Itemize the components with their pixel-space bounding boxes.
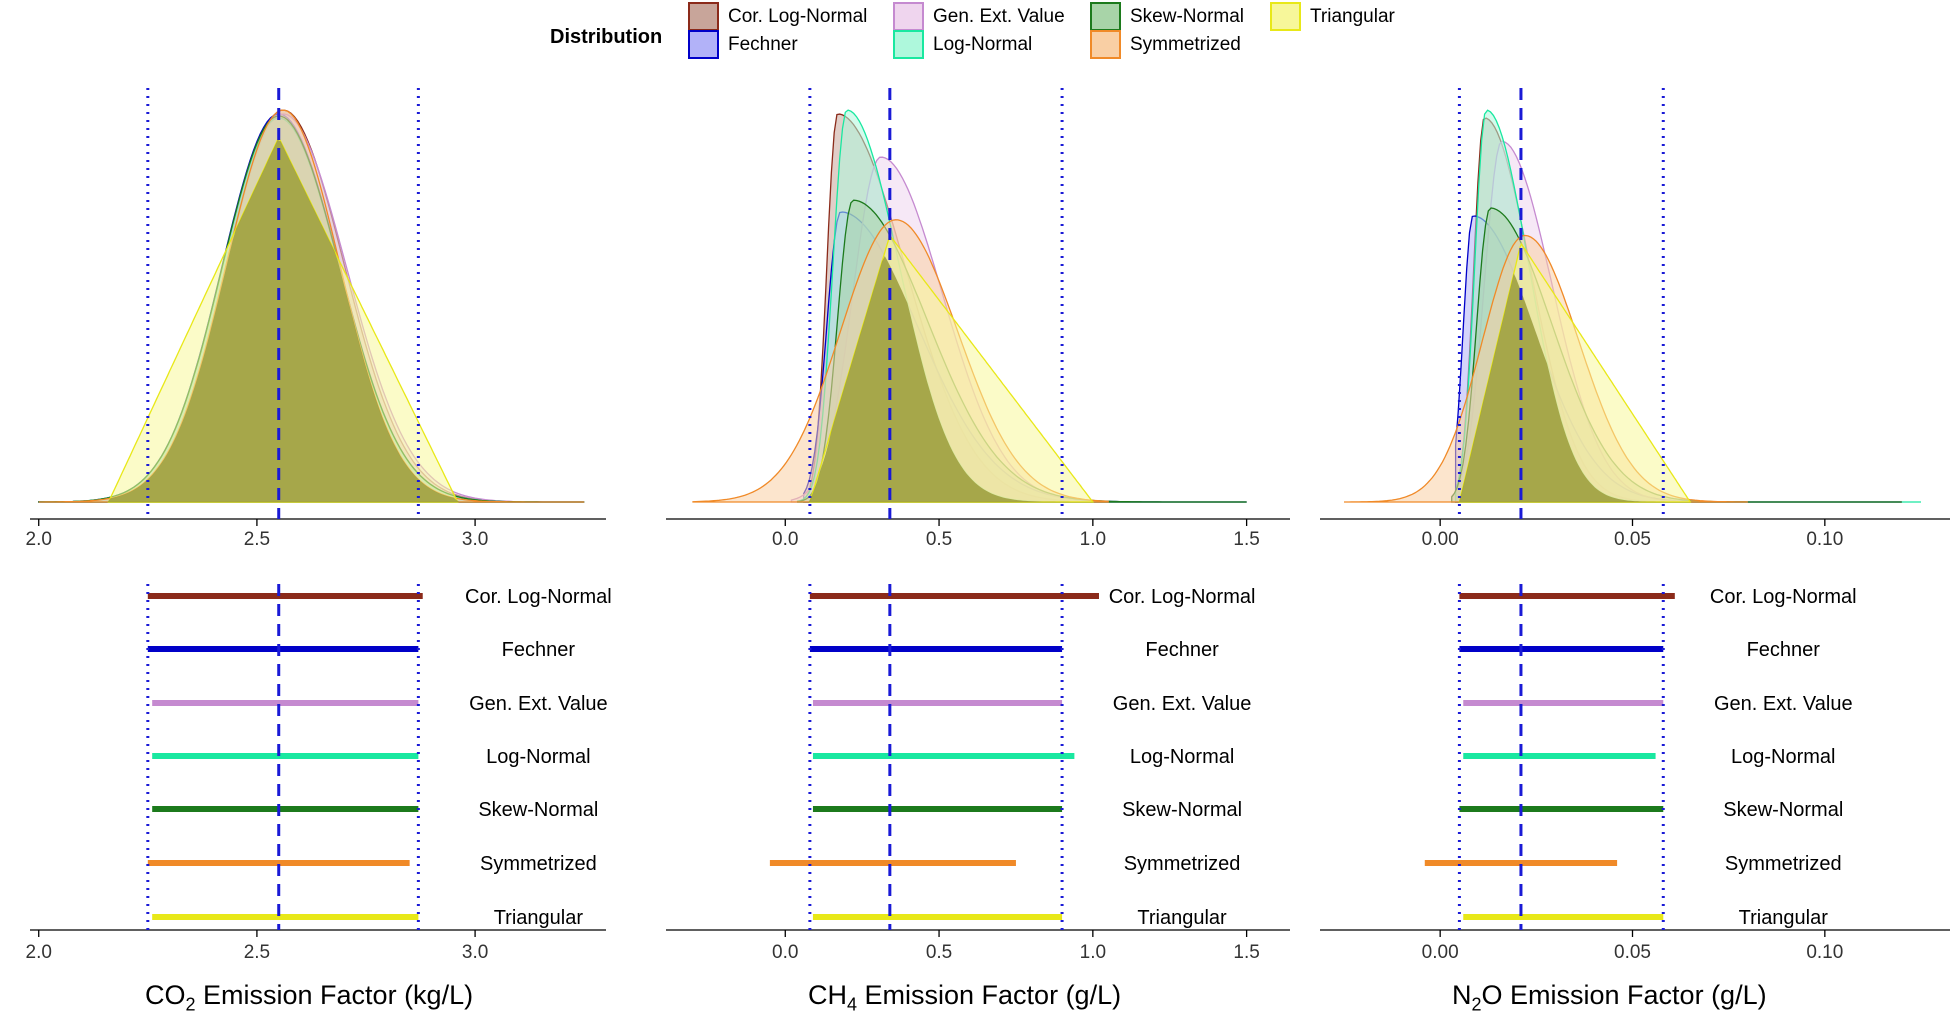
legend-label: Gen. Ext. Value bbox=[933, 5, 1065, 27]
x-axis-title-prefix: CH bbox=[808, 980, 847, 1010]
x-tick-label: 2.5 bbox=[244, 529, 270, 550]
density-overlap-area bbox=[1347, 273, 1776, 502]
x-tick-label: 1.5 bbox=[1233, 529, 1259, 550]
x-axis-title-subscript: 2 bbox=[1471, 994, 1482, 1015]
interval-label: Triangular bbox=[494, 907, 584, 929]
x-tick-label: 1.0 bbox=[1080, 942, 1106, 963]
interval-label: Log-Normal bbox=[1731, 746, 1835, 768]
legend-swatch bbox=[893, 30, 924, 59]
x-tick-label: 1.0 bbox=[1080, 529, 1106, 550]
x-tick-label: 0.5 bbox=[926, 942, 952, 963]
interval-label: Triangular bbox=[1137, 907, 1227, 929]
interval-label: Triangular bbox=[1739, 907, 1829, 929]
legend-label: Cor. Log-Normal bbox=[728, 5, 868, 27]
x-axis-title-subscript: 2 bbox=[185, 994, 196, 1015]
interval-label: Symmetrized bbox=[480, 853, 597, 875]
interval-label: Symmetrized bbox=[1124, 853, 1241, 875]
legend-label: Triangular bbox=[1310, 5, 1395, 27]
x-axis-title-co2: CO2 Emission Factor (kg/L) bbox=[145, 980, 473, 1015]
x-tick-label: 0.5 bbox=[926, 529, 952, 550]
legend-item-triangular: Triangular bbox=[1270, 0, 1395, 33]
legend-item-fechner: Fechner bbox=[688, 28, 798, 61]
interval-label: Cor. Log-Normal bbox=[1109, 586, 1256, 608]
interval-label: Log-Normal bbox=[486, 746, 590, 768]
x-tick-label: 2.5 bbox=[244, 942, 270, 963]
x-axis-title-ch4: CH4 Emission Factor (g/L) bbox=[808, 980, 1121, 1015]
x-axis-title-prefix: N bbox=[1452, 980, 1472, 1010]
x-tick-label: 0.00 bbox=[1422, 942, 1459, 963]
x-tick-label: 2.0 bbox=[26, 942, 52, 963]
interval-label: Skew-Normal bbox=[1723, 799, 1843, 821]
legend-label: Fechner bbox=[728, 33, 798, 55]
x-axis-title-n2o: N2O Emission Factor (g/L) bbox=[1452, 980, 1767, 1015]
x-axis-title-subscript: 4 bbox=[847, 994, 858, 1015]
interval-label: Cor. Log-Normal bbox=[465, 586, 612, 608]
legend-label: Skew-Normal bbox=[1130, 5, 1245, 27]
x-tick-label: 0.0 bbox=[772, 942, 798, 963]
x-tick-label: 1.5 bbox=[1233, 942, 1259, 963]
legend-label: Log-Normal bbox=[933, 33, 1033, 55]
legend-swatch bbox=[1270, 2, 1301, 31]
legend: Distribution Cor. Log-Normal Fechner Gen… bbox=[550, 0, 1450, 72]
interval-label: Gen. Ext. Value bbox=[1714, 693, 1853, 715]
x-tick-label: 0.10 bbox=[1806, 942, 1843, 963]
interval-label: Symmetrized bbox=[1725, 853, 1842, 875]
legend-item-symmetrized: Symmetrized bbox=[1090, 28, 1241, 61]
legend-label: Symmetrized bbox=[1130, 33, 1241, 55]
x-tick-label: 0.00 bbox=[1422, 529, 1459, 550]
x-tick-label: 3.0 bbox=[462, 529, 488, 550]
legend-swatch bbox=[688, 30, 719, 59]
interval-label: Fechner bbox=[1145, 639, 1219, 661]
interval-label: Fechner bbox=[502, 639, 576, 661]
x-tick-label: 2.0 bbox=[26, 529, 52, 550]
legend-swatch bbox=[1090, 30, 1121, 59]
legend-item-log-normal: Log-Normal bbox=[893, 28, 1032, 61]
x-tick-label: 0.05 bbox=[1614, 942, 1651, 963]
interval-label: Gen. Ext. Value bbox=[1113, 693, 1252, 715]
density-overlap-area bbox=[693, 256, 1201, 502]
interval-label: Log-Normal bbox=[1130, 746, 1234, 768]
interval-label: Gen. Ext. Value bbox=[469, 693, 608, 715]
interval-label: Cor. Log-Normal bbox=[1710, 586, 1857, 608]
x-axis-title-suffix: Emission Factor (kg/L) bbox=[195, 980, 474, 1010]
interval-label: Fechner bbox=[1747, 639, 1821, 661]
x-tick-label: 0.05 bbox=[1614, 529, 1651, 550]
legend-title: Distribution bbox=[550, 26, 663, 48]
x-axis-title-suffix: O Emission Factor (g/L) bbox=[1481, 980, 1767, 1010]
x-tick-label: 0.10 bbox=[1806, 529, 1843, 550]
x-axis-title-suffix: Emission Factor (g/L) bbox=[857, 980, 1122, 1010]
interval-label: Skew-Normal bbox=[1122, 799, 1242, 821]
interval-label: Skew-Normal bbox=[478, 799, 598, 821]
x-tick-label: 0.0 bbox=[772, 529, 798, 550]
x-axis-title-prefix: CO bbox=[145, 980, 186, 1010]
density-overlap-area bbox=[30, 139, 568, 502]
x-tick-label: 3.0 bbox=[462, 942, 488, 963]
